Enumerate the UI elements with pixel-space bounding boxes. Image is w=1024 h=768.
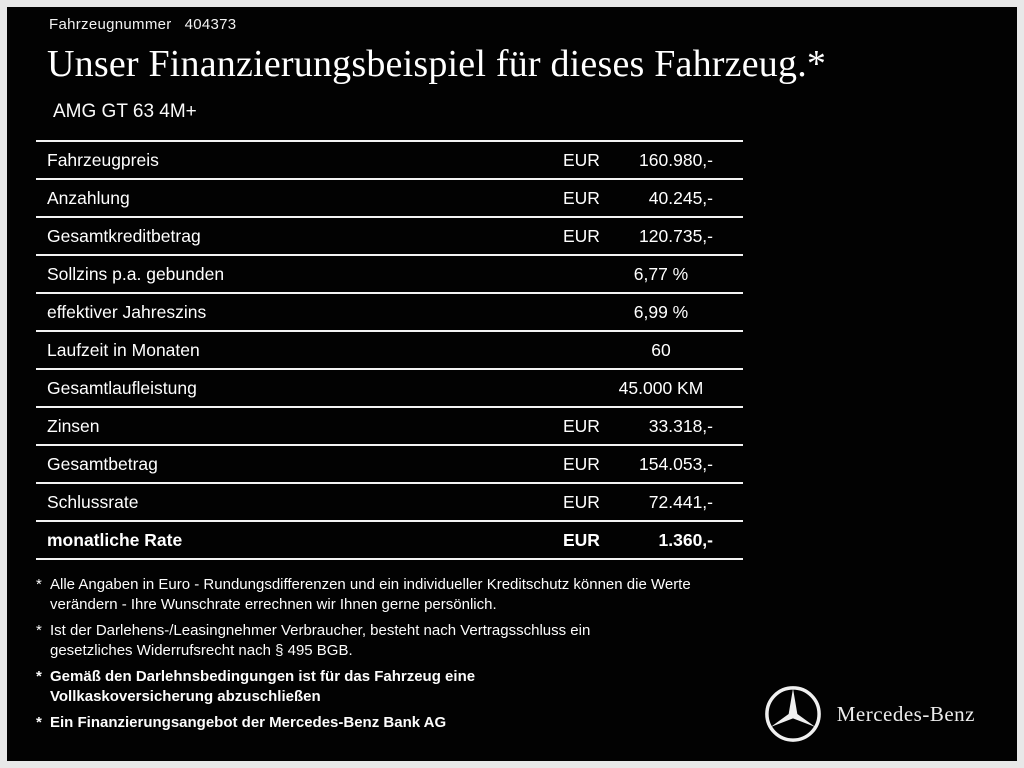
table-row: Zinsen EUR 33.318,-: [36, 406, 743, 444]
row-currency: EUR: [563, 453, 600, 474]
row-amount: 120.735,-: [639, 225, 713, 246]
row-amount: 1.360,-: [658, 529, 713, 550]
table-row: Gesamtkreditbetrag EUR 120.735,-: [36, 216, 743, 254]
row-currency: EUR: [563, 491, 600, 512]
row-value: 45.000 KM: [563, 378, 713, 399]
footnote-marker: *: [36, 576, 42, 593]
row-value: EUR 120.735,-: [563, 226, 713, 247]
row-currency: EUR: [563, 415, 600, 436]
row-amount: 60: [651, 339, 671, 360]
footnote-item: * Ist der Darlehens-/Leasingnehmer Verbr…: [36, 621, 1017, 660]
row-currency: EUR: [563, 149, 600, 170]
row-value: EUR 160.980,-: [563, 150, 713, 171]
table-row-monthly-rate: monatliche Rate EUR 1.360,-: [36, 520, 743, 560]
footnote-marker: *: [36, 622, 42, 639]
row-value: EUR 154.053,-: [563, 454, 713, 475]
footnote-text: Gemäß den Darlehnsbedingungen ist für da…: [50, 668, 476, 705]
row-value: 60: [563, 340, 713, 361]
row-label: Gesamtkreditbetrag: [47, 225, 201, 246]
row-amount: 40.245,-: [648, 187, 713, 208]
table-row: Fahrzeugpreis EUR 160.980,-: [36, 140, 743, 178]
row-amount: 154.053,-: [639, 453, 713, 474]
row-currency: EUR: [563, 529, 600, 550]
table-row: Anzahlung EUR 40.245,-: [36, 178, 743, 216]
table-row: Laufzeit in Monaten 60: [36, 330, 743, 368]
row-currency: [563, 378, 609, 399]
footnote-marker: *: [36, 668, 42, 685]
footnote-marker: *: [36, 714, 42, 731]
footnote-text: Alle Angaben in Euro - Rundungsdifferenz…: [50, 576, 691, 613]
vehicle-number-label: Fahrzeugnummer: [49, 16, 172, 33]
row-label: Schlussrate: [47, 491, 139, 512]
brand-block: Mercedes-Benz: [764, 685, 975, 743]
row-amount: 160.980,-: [639, 149, 713, 170]
table-row: effektiver Jahreszins 6,99 %: [36, 292, 743, 330]
row-label: monatliche Rate: [47, 529, 183, 550]
row-value: 6,99 %: [563, 302, 713, 323]
row-value: EUR 72.441,-: [563, 492, 713, 513]
row-amount: 72.441,-: [648, 491, 713, 512]
table-row: Gesamtlaufleistung 45.000 KM: [36, 368, 743, 406]
vehicle-number: Fahrzeugnummer 404373: [7, 7, 1017, 33]
row-currency: [563, 302, 609, 323]
vehicle-number-value: 404373: [184, 16, 237, 33]
row-label: effektiver Jahreszins: [47, 301, 207, 322]
table-row: Gesamtbetrag EUR 154.053,-: [36, 444, 743, 482]
table-row: Schlussrate EUR 72.441,-: [36, 482, 743, 520]
model-name: AMG GT 63 4M+: [53, 101, 197, 122]
mercedes-star-icon: [764, 686, 821, 742]
row-value: EUR 33.318,-: [563, 416, 713, 437]
page-title: Unser Finanzierungsbeispiel für dieses F…: [47, 43, 827, 85]
footnote-item: * Ein Finanzierungsangebot der Mercedes-…: [36, 713, 1017, 733]
footnote-item: * Gemäß den Darlehnsbedingungen ist für …: [36, 667, 1017, 706]
row-value: EUR 1.360,-: [563, 530, 713, 551]
row-value: EUR 40.245,-: [563, 188, 713, 209]
row-currency: EUR: [563, 225, 600, 246]
row-currency: EUR: [563, 187, 600, 208]
finance-table: Fahrzeugpreis EUR 160.980,- Anzahlung EU…: [36, 140, 743, 560]
row-label: Zinsen: [47, 415, 100, 436]
brand-name: Mercedes-Benz: [836, 701, 975, 726]
row-amount: 6,99 %: [633, 301, 689, 322]
footnote-text: Ist der Darlehens-/Leasingnehmer Verbrau…: [50, 622, 591, 659]
table-row: Sollzins p.a. gebunden 6,77 %: [36, 254, 743, 292]
row-label: Anzahlung: [47, 187, 130, 208]
footnote-text: Ein Finanzierungsangebot der Mercedes-Be…: [50, 714, 447, 731]
row-label: Gesamtlaufleistung: [47, 377, 197, 398]
row-label: Laufzeit in Monaten: [47, 339, 200, 360]
row-amount: 6,77 %: [633, 263, 689, 284]
row-label: Gesamtbetrag: [47, 453, 158, 474]
finance-sheet: Fahrzeugnummer 404373 Unser Finanzierung…: [7, 7, 1017, 761]
row-currency: [563, 264, 609, 285]
row-amount: 45.000 KM: [618, 377, 704, 398]
row-amount: 33.318,-: [648, 415, 713, 436]
row-label: Sollzins p.a. gebunden: [47, 263, 225, 284]
row-value: 6,77 %: [563, 264, 713, 285]
footnotes: * Alle Angaben in Euro - Rundungsdiffere…: [36, 575, 1017, 733]
row-label: Fahrzeugpreis: [47, 149, 159, 170]
row-currency: [563, 340, 609, 361]
footnote-item: * Alle Angaben in Euro - Rundungsdiffere…: [36, 575, 1017, 614]
